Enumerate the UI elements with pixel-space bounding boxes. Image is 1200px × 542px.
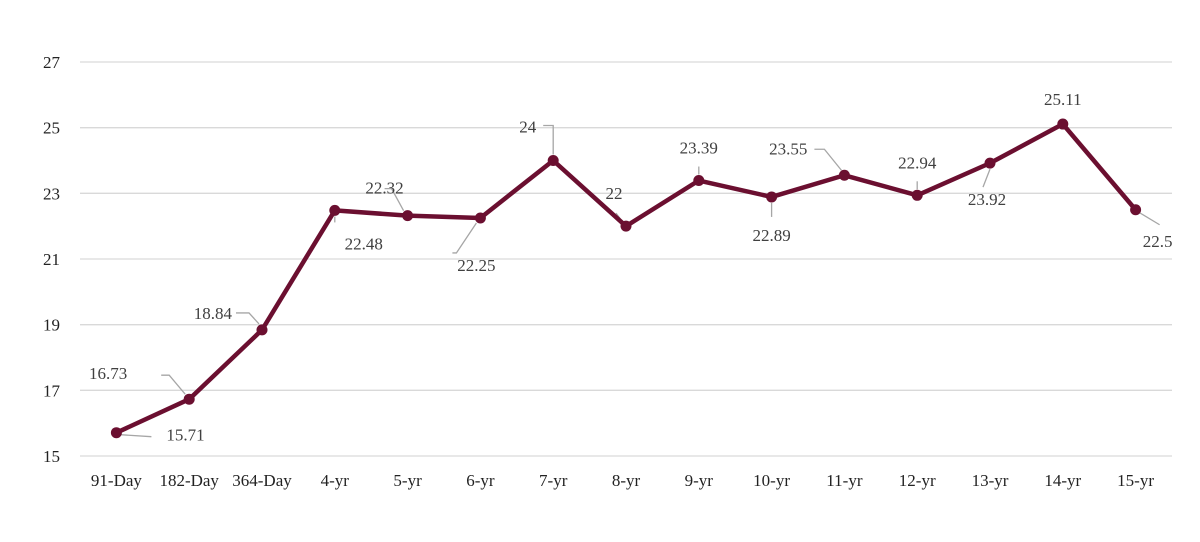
data-label: 15.71 [166,426,204,445]
label-leader-line [120,434,152,438]
series [110,118,1142,439]
data-label: 22.25 [457,256,495,275]
x-tick-label: 15-yr [1117,471,1154,490]
data-point [329,204,341,216]
data-label: 22.89 [752,226,790,245]
data-point [838,169,850,181]
y-tick-label: 27 [43,53,61,72]
data-label: 23.55 [769,139,807,158]
data-point [402,210,414,222]
data-labels: 15.71 16.73 18.84 22.48 22.32 22.25 24 22 23.39 2… [89,90,1173,445]
label-leader-line [236,312,260,325]
y-tick-label: 19 [43,316,60,335]
series-line [114,121,1138,435]
data-point [911,189,923,201]
x-tick-label: 10-yr [753,471,790,490]
label-leader-line [161,374,186,395]
x-tick-label: 7-yr [539,471,568,490]
y-axis-ticks: 15 17 19 21 23 25 27 [43,53,61,466]
x-tick-label: 5-yr [393,471,422,490]
data-point [984,157,996,169]
label-leader-line [1139,212,1160,226]
data-point [620,220,632,232]
label-leader-line [982,168,991,188]
x-tick-label: 14-yr [1044,471,1081,490]
label-leaders [120,124,1160,438]
data-point [766,191,778,203]
y-tick-label: 17 [43,381,61,400]
y-tick-label: 23 [43,184,60,203]
data-point [693,175,705,187]
data-point [1130,204,1142,216]
data-label: 22 [606,184,623,203]
data-point [256,324,268,336]
data-point [110,427,122,439]
x-tick-label: 9-yr [685,471,714,490]
data-label: 16.73 [89,364,127,383]
data-point [547,155,559,166]
x-axis-ticks: 91-Day 182-Day 364-Day 4-yr 5-yr 6-yr 7-yr 8-yr… [91,471,1154,490]
data-label: 22.94 [898,153,937,172]
data-label: 24 [519,118,537,137]
x-tick-label: 11-yr [826,471,863,490]
x-tick-label: 8-yr [612,471,641,490]
data-label: 23.92 [968,190,1006,209]
label-leader-line [452,222,477,254]
label-leader-line [814,148,842,171]
x-tick-label: 364-Day [232,471,292,490]
x-tick-label: 182-Day [159,471,219,490]
data-label: 18.84 [194,304,233,323]
gridlines [80,61,1172,457]
label-leader-line [384,188,405,211]
y-tick-label: 25 [43,119,60,138]
y-tick-label: 15 [43,447,60,466]
data-label: 22.32 [365,179,403,198]
data-label: 22.48 [345,234,383,253]
y-tick-label: 21 [43,250,60,269]
x-tick-label: 13-yr [972,471,1009,490]
x-tick-label: 12-yr [899,471,936,490]
data-point [474,212,486,224]
data-label: 22.5 [1143,232,1173,251]
x-tick-label: 6-yr [466,471,495,490]
data-point [1057,118,1069,130]
x-tick-label: 4-yr [321,471,350,490]
label-leader-line [543,124,554,155]
data-label: 23.39 [680,139,718,158]
x-tick-label: 91-Day [91,471,142,490]
data-label: 25.11 [1044,90,1082,109]
data-point [183,393,195,405]
